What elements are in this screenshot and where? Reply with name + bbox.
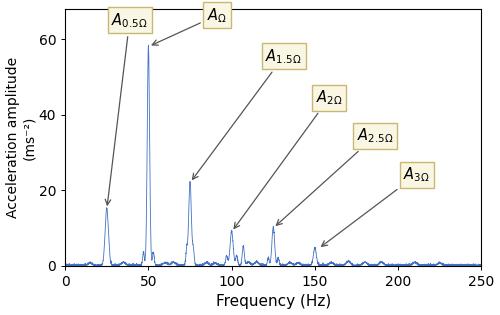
- Y-axis label: Acceleration amplitude
(ms⁻²): Acceleration amplitude (ms⁻²): [6, 57, 36, 218]
- Text: $A_{1.5\Omega}$: $A_{1.5\Omega}$: [192, 47, 302, 179]
- Text: $A_{\Omega}$: $A_{\Omega}$: [152, 6, 227, 45]
- X-axis label: Frequency (Hz): Frequency (Hz): [216, 295, 331, 309]
- Text: $A_{2\Omega}$: $A_{2\Omega}$: [234, 88, 343, 228]
- Text: $A_{3\Omega}$: $A_{3\Omega}$: [322, 165, 430, 246]
- Text: $A_{0.5\Omega}$: $A_{0.5\Omega}$: [105, 11, 148, 205]
- Text: $A_{2.5\Omega}$: $A_{2.5\Omega}$: [276, 127, 394, 225]
